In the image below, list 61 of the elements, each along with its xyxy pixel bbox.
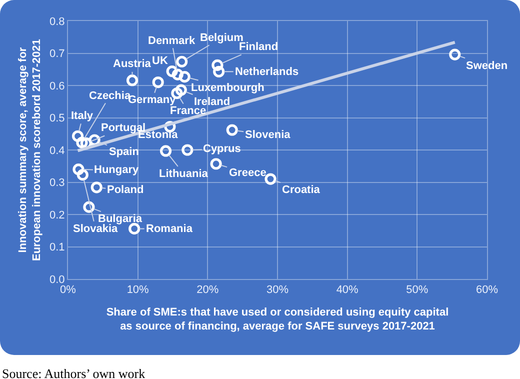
y-tick-label: 0.3 xyxy=(50,177,65,190)
point xyxy=(76,136,88,148)
source-note: Source: Authors’ own work xyxy=(2,366,146,379)
annotation: Lithuania xyxy=(159,168,209,180)
annotation: Croatia xyxy=(282,184,321,196)
x-tick-label: 40% xyxy=(336,284,359,296)
x-tick-label: 60% xyxy=(476,284,498,296)
annotation: Cyprus xyxy=(203,143,241,155)
point xyxy=(152,76,164,88)
point xyxy=(72,130,84,142)
annotation: Bulgaria xyxy=(98,213,143,225)
annotation: Finland xyxy=(239,41,278,53)
annotation: UK xyxy=(152,55,168,67)
y-tick-label: 0.7 xyxy=(50,48,65,60)
point xyxy=(83,201,95,213)
y-tick-label: 0.5 xyxy=(50,112,65,125)
point xyxy=(182,144,194,156)
annotation: France xyxy=(170,105,206,117)
y-tick-label: 0.8 xyxy=(50,16,65,28)
point xyxy=(176,56,188,68)
point xyxy=(226,124,238,136)
point xyxy=(178,70,190,83)
annotation: Romania xyxy=(146,223,194,235)
annotation: Ireland xyxy=(194,96,230,108)
x-tick-label: 30% xyxy=(266,284,289,296)
point xyxy=(172,68,184,80)
annotation: Netherlands xyxy=(235,66,299,78)
annotation: Hungary xyxy=(94,164,140,176)
annotation: Slovakia xyxy=(73,223,119,235)
point xyxy=(213,66,225,78)
x-tick-label: 20% xyxy=(196,284,219,296)
y-tick-label: 0.0 xyxy=(50,274,65,286)
y-tick-label: 0.2 xyxy=(50,209,65,222)
point xyxy=(90,182,102,194)
annotation: Spain xyxy=(109,146,140,158)
x-tick-label: 0% xyxy=(60,284,76,296)
annotation: Greece xyxy=(229,167,266,179)
point xyxy=(72,164,84,176)
y-tick-label: 0.1 xyxy=(50,242,65,254)
annotation: Poland xyxy=(107,184,144,196)
annotation: Luxembourgh xyxy=(191,82,265,94)
point xyxy=(212,59,224,71)
y-axis-title: Innovation summary score, average for European innovation scorebord 2017-2021 xyxy=(16,39,44,261)
point xyxy=(264,173,276,185)
annotation: Slovenia xyxy=(245,129,292,141)
point xyxy=(76,169,88,181)
point xyxy=(166,66,178,78)
x-tick-label: 50% xyxy=(406,284,428,296)
annotation: Austria xyxy=(113,58,152,70)
point xyxy=(175,84,187,96)
y-tick-label: 0.6 xyxy=(50,80,65,92)
point xyxy=(210,158,222,170)
point xyxy=(449,48,461,60)
y-tick-label: 0.4 xyxy=(50,144,65,157)
x-axis-title: Share of SME:s that have used or considered using equity capital as source of financing, average for SAFE surveys 2017-2021 xyxy=(106,306,449,333)
x-tick-label: 10% xyxy=(126,284,150,296)
point xyxy=(160,145,172,157)
annotation: Sweden xyxy=(466,60,508,72)
point xyxy=(126,74,138,86)
annotation: Italy xyxy=(71,110,94,122)
annotation: Denmark xyxy=(148,35,196,47)
